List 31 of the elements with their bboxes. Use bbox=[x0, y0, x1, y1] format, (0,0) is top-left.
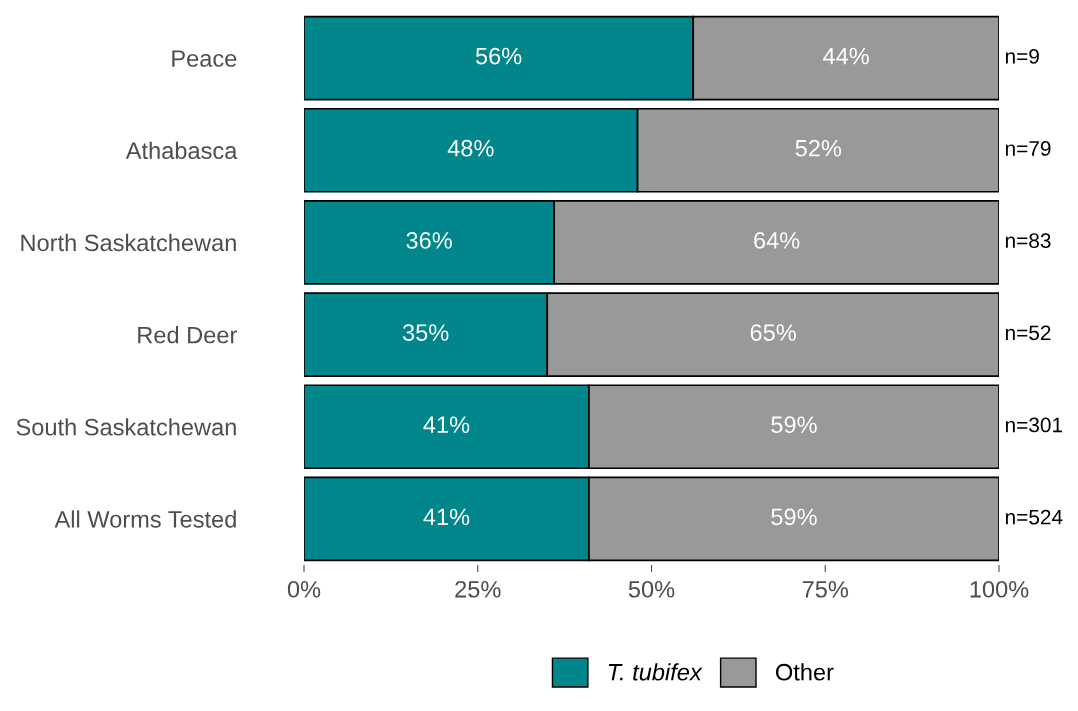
legend-label: Other bbox=[776, 663, 834, 681]
data-label: 41% bbox=[423, 508, 470, 526]
text: n=524 bbox=[1005, 509, 1063, 525]
y-tick-label: Peace bbox=[172, 50, 237, 67]
data-label: 59% bbox=[771, 416, 817, 434]
text: n=83 bbox=[1005, 233, 1051, 249]
data-label: 52% bbox=[795, 139, 842, 157]
data-label: 64% bbox=[754, 232, 800, 249]
legend-label: T. tubifex bbox=[608, 663, 703, 681]
data-label: 56% bbox=[475, 47, 522, 65]
y-tick-label: Athabasca bbox=[125, 141, 238, 160]
data-label: 65% bbox=[750, 324, 796, 341]
data-label: 59% bbox=[771, 508, 817, 526]
data-label: 35% bbox=[402, 324, 449, 341]
x-tick-label: 50% bbox=[628, 580, 675, 598]
data-label: 44% bbox=[823, 47, 869, 65]
y-tick-label: Red Deer bbox=[138, 326, 237, 344]
data-label: 36% bbox=[406, 232, 452, 249]
x-tick-label: 0% bbox=[287, 580, 321, 598]
text: n=301 bbox=[1005, 417, 1063, 433]
x-tick-label: 75% bbox=[802, 581, 849, 598]
text: n=79 bbox=[1005, 141, 1051, 156]
y-tick-label: South Saskatchewan bbox=[16, 418, 236, 436]
y-tick-label: All Worms Tested bbox=[54, 510, 236, 528]
y-tick-label: North Saskatchewan bbox=[21, 233, 236, 252]
text: n=9 bbox=[1005, 48, 1039, 64]
x-tick-label: 25% bbox=[455, 580, 501, 598]
data-label: 48% bbox=[447, 139, 494, 157]
data-label: 41% bbox=[423, 416, 470, 433]
x-tick-label: 100% bbox=[970, 580, 1029, 598]
text: n=52 bbox=[1005, 325, 1051, 341]
